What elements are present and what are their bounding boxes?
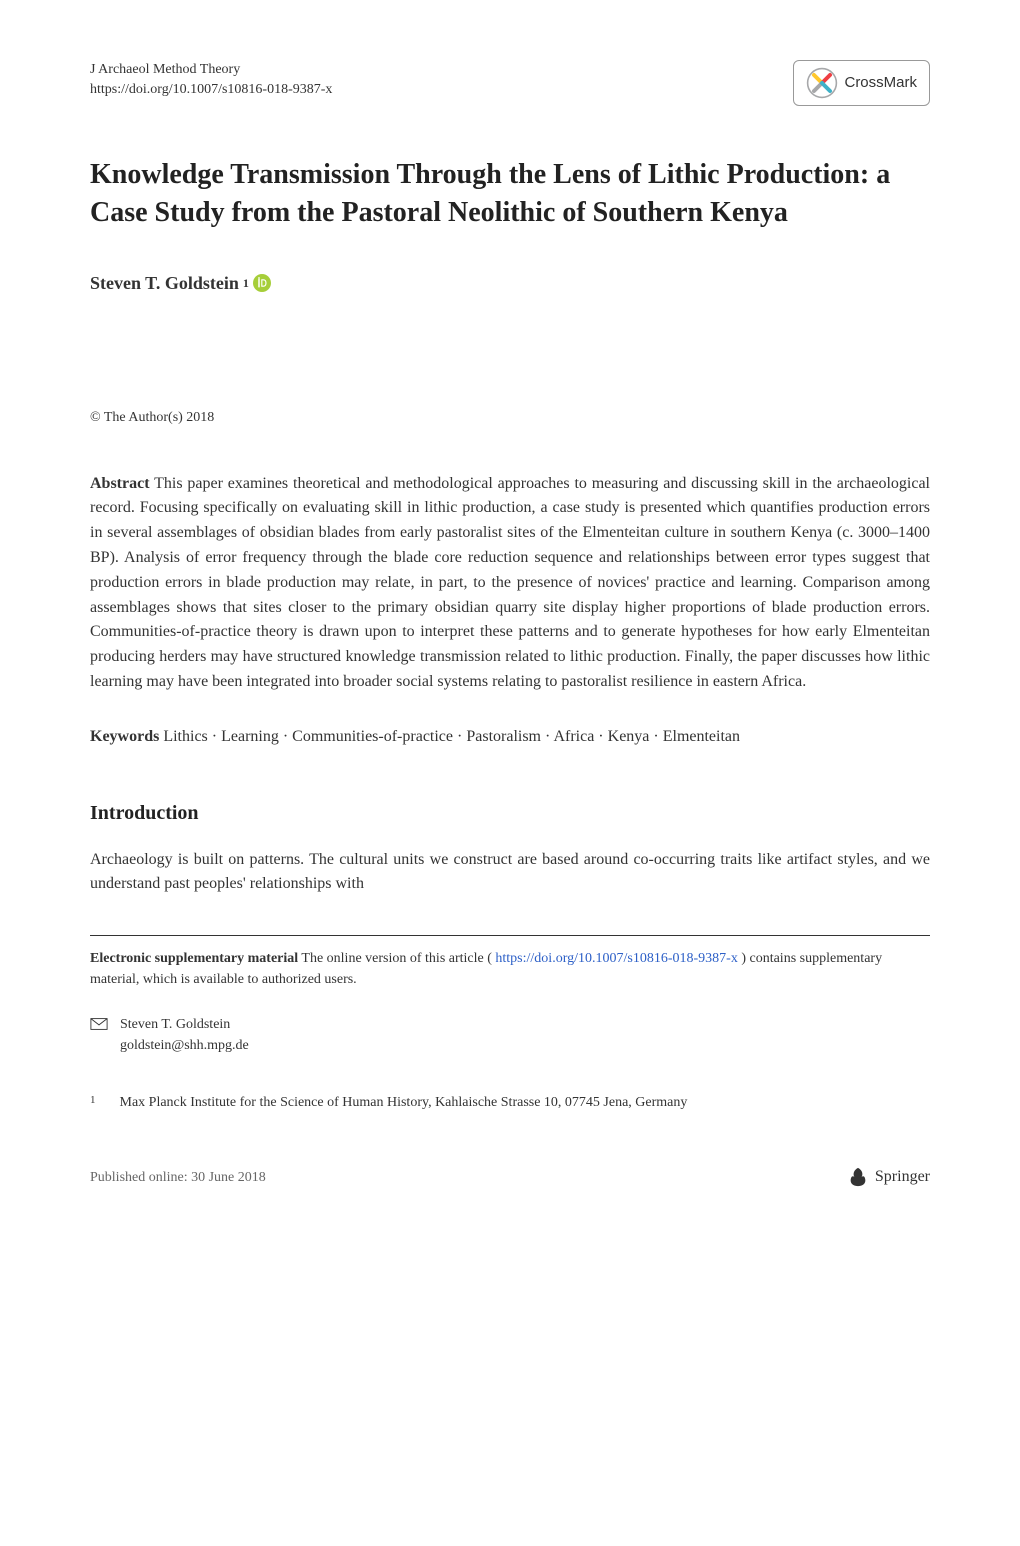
- supplementary-material: Electronic supplementary material The on…: [90, 948, 930, 990]
- crossmark-badge[interactable]: CrossMark: [793, 60, 930, 106]
- abstract-section: Abstract This paper examines theoretical…: [90, 472, 930, 695]
- header-row: J Archaeol Method Theory https://doi.org…: [90, 60, 930, 106]
- author-name: Steven T. Goldstein: [90, 270, 239, 297]
- publication-date: Published online: 30 June 2018: [90, 1167, 266, 1188]
- affiliation-text: Max Planck Institute for the Science of …: [120, 1092, 688, 1113]
- keywords-label: Keywords: [90, 728, 159, 745]
- abstract-label: Abstract: [90, 475, 150, 492]
- doi-link[interactable]: https://doi.org/10.1007/s10816-018-9387-…: [90, 82, 332, 97]
- publisher-name: Springer: [875, 1165, 930, 1189]
- introduction-text: Archaeology is built on patterns. The cu…: [90, 848, 930, 898]
- orcid-icon[interactable]: [253, 274, 271, 292]
- supp-link[interactable]: https://doi.org/10.1007/s10816-018-9387-…: [495, 951, 737, 966]
- contact-email: goldstein@shh.mpg.de: [120, 1035, 249, 1056]
- author-contact: Steven T. Goldstein goldstein@shh.mpg.de: [90, 1014, 930, 1056]
- abstract-text: This paper examines theoretical and meth…: [90, 475, 930, 690]
- affiliation: 1 Max Planck Institute for the Science o…: [90, 1092, 930, 1113]
- introduction-heading: Introduction: [90, 798, 930, 828]
- mail-icon: [90, 1017, 108, 1031]
- supp-label: Electronic supplementary material: [90, 951, 298, 966]
- footer-row: Published online: 30 June 2018 Springer: [90, 1165, 930, 1189]
- crossmark-icon: [806, 67, 838, 99]
- divider: [90, 935, 930, 936]
- copyright: © The Author(s) 2018: [90, 407, 930, 428]
- springer-logo: Springer: [847, 1165, 930, 1189]
- journal-name: J Archaeol Method Theory: [90, 60, 332, 80]
- author-line: Steven T. Goldstein 1: [90, 270, 930, 297]
- contact-name: Steven T. Goldstein: [120, 1014, 249, 1035]
- affiliation-number: 1: [90, 1092, 96, 1113]
- article-title: Knowledge Transmission Through the Lens …: [90, 156, 930, 232]
- supp-text-before: The online version of this article (: [301, 951, 492, 966]
- author-superscript: 1: [243, 274, 249, 292]
- keywords-text: Lithics · Learning · Communities-of-prac…: [163, 728, 740, 745]
- springer-icon: [847, 1166, 869, 1188]
- keywords-section: Keywords Lithics · Learning · Communitie…: [90, 725, 930, 750]
- journal-info: J Archaeol Method Theory https://doi.org…: [90, 60, 332, 99]
- crossmark-label: CrossMark: [844, 72, 917, 95]
